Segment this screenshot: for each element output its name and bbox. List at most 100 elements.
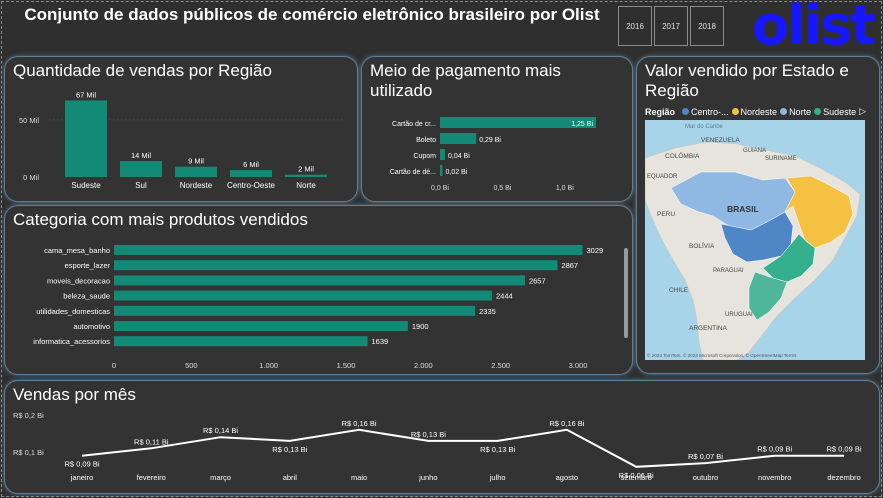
map-label-uruguai: URUGUAI: [725, 312, 753, 318]
data-label: R$ 0,13 Bi: [272, 445, 307, 454]
bar: [114, 290, 493, 301]
y-tick-label: automotivo: [73, 322, 110, 331]
x-tick-label: março: [210, 473, 231, 482]
data-label: 2335: [479, 307, 496, 316]
data-label: 3029: [586, 246, 603, 255]
data-label: 9 Mil: [188, 157, 204, 166]
map-label-colombia: COLÔMBIA: [665, 151, 700, 160]
data-label: R$ 0,13 Bi: [411, 430, 446, 439]
x-tick-label: maio: [351, 473, 367, 482]
map-label-bolivia: BOLÍVIA: [689, 241, 715, 250]
card-vendas-regiao: Quantidade de vendas por Região 0 Mil 50 …: [4, 56, 358, 202]
legend-dot-nordeste: [731, 108, 739, 115]
y-tick-label: cama_mesa_banho: [44, 246, 110, 255]
x-tick-label: 0,0 Bi: [431, 185, 449, 192]
y-tick-label: esporte_lazer: [65, 261, 111, 270]
y-tick-label: moveis_decoracao: [47, 276, 110, 285]
y-tick-label: utilidades_domesticas: [36, 307, 110, 316]
x-tick-label: 0,5 Bi: [493, 185, 511, 192]
bar: [440, 117, 596, 128]
legend-item-norte[interactable]: Norte: [789, 106, 812, 117]
chart-vendas-regiao: 0 Mil 50 Mil 67 Mil Sudeste 14 Mil Sul 9 Mil No…: [19, 90, 345, 190]
year-button-2017[interactable]: 2017: [654, 6, 688, 46]
legend-dot-norte: [780, 108, 788, 115]
y-tick-label: R$ 0,1 Bi: [13, 448, 44, 457]
bar: [440, 133, 477, 144]
dashboard-title: Conjunto de dados públicos de comércio e…: [24, 5, 600, 24]
data-label: R$ 0,06 Bi: [619, 471, 654, 480]
card-vendas-mes: Vendas por mês R$ 0,1 Bi R$ 0,2 Bi R$ 0,09…: [4, 380, 880, 494]
year-button-2016[interactable]: 2016: [618, 6, 652, 46]
data-label: 6 Mil: [243, 160, 259, 169]
chart-vendas-mes: R$ 0,1 Bi R$ 0,2 Bi R$ 0,09 Bi janeiro R$ 0,…: [13, 411, 862, 482]
card-title-meio-pagamento: Meio de pagamento mais utilizado: [370, 61, 561, 100]
data-label: 1639: [371, 337, 388, 346]
x-tick-label: janeiro: [70, 473, 94, 482]
y-tick-label: R$ 0,2 Bi: [13, 411, 44, 420]
legend-item-centro-oeste[interactable]: Centro-...: [691, 106, 729, 117]
data-label: 2867: [561, 261, 578, 270]
x-tick-label: dezembro: [827, 473, 860, 482]
year-button-2018[interactable]: 2018: [690, 6, 724, 46]
card-meio-pagamento: Meio de pagamento mais utilizado Cartão …: [361, 56, 633, 202]
data-label: 0,04 Bi: [448, 153, 470, 160]
legend-dot-centro-oeste: [682, 108, 690, 115]
x-tick-label: Centro-Oeste: [227, 181, 276, 190]
x-tick-label: outubro: [693, 473, 718, 482]
data-label: 2 Mil: [298, 165, 314, 174]
bar: [114, 245, 583, 255]
x-tick-label: Sul: [135, 181, 147, 190]
data-label: R$ 0,16 Bi: [342, 419, 377, 428]
map-south-america[interactable]: Mar do Caribe VENEZUELA COLÔMBIA GUIANA …: [645, 120, 865, 360]
scrollbar-thumb[interactable]: [624, 248, 628, 338]
x-tick-label: Norte: [296, 181, 316, 190]
x-tick-label: Sudeste: [71, 181, 101, 190]
card-title-vendas-mes: Vendas por mês: [13, 385, 136, 404]
chart-categoria-produtos: cama_mesa_banho 3029 esporte_lazer 2867 move…: [33, 245, 603, 370]
map-label-equador: EQUADOR: [647, 174, 678, 180]
card-title-mapa: Valor vendido por Estado e Região: [645, 61, 849, 100]
y-tick-label: 0 Mil: [23, 173, 39, 182]
map-label-chile: CHILE: [669, 287, 689, 294]
legend-dot-sudeste: [814, 108, 822, 115]
bar: [440, 165, 443, 176]
x-tick-label: julho: [489, 473, 506, 482]
data-label: R$ 0,09 Bi: [64, 460, 99, 469]
bar: [114, 336, 368, 347]
legend-next-arrow-icon[interactable]: ▷: [859, 106, 867, 116]
data-label: 14 Mil: [131, 151, 151, 160]
x-tick-label: abril: [283, 473, 298, 482]
x-tick-label: fevereiro: [137, 473, 166, 482]
data-label: 0,29 Bi: [479, 137, 501, 144]
bar: [114, 260, 558, 271]
bar: [65, 100, 107, 177]
x-tick-label: junho: [418, 473, 437, 482]
x-tick-label: setembro: [621, 473, 652, 482]
x-tick-label: 1.500: [337, 361, 356, 370]
data-label: R$ 0,11 Bi: [134, 437, 169, 446]
map-legend: Região Centro-... Nordeste Norte Sudeste…: [645, 106, 866, 117]
legend-item-sudeste[interactable]: Sudeste: [823, 106, 857, 117]
map-label-peru: PERU: [657, 211, 675, 218]
x-tick-label: novembro: [758, 473, 791, 482]
olist-logo: olist: [752, 0, 876, 57]
data-label: 1,25 Bi: [571, 121, 593, 128]
data-label: 67 Mil: [76, 90, 96, 99]
data-label: 2657: [529, 276, 546, 285]
bar: [285, 174, 327, 177]
y-tick-label: 50 Mil: [19, 116, 39, 125]
x-tick-label: 500: [185, 361, 198, 370]
map-attribution: © 2023 TomTom, © 2023 Microsoft Corporat…: [647, 352, 797, 358]
map-label-venezuela: VENEZUELA: [701, 137, 740, 144]
map-label-guiana: GUIANA: [743, 148, 766, 154]
card-title-categoria-produtos: Categoria com mais produtos vendidos: [13, 210, 308, 229]
legend-item-nordeste[interactable]: Nordeste: [740, 106, 778, 117]
card-title-vendas-regiao: Quantidade de vendas por Região: [13, 61, 272, 80]
map-label-argentina: ARGENTINA: [689, 325, 728, 332]
x-tick-label: 1,0 Bi: [556, 185, 574, 192]
series-line: [81, 428, 844, 468]
data-label: R$ 0,13 Bi: [480, 445, 515, 454]
data-label: 1900: [412, 322, 429, 331]
year-slicer: 2016 2017 2018: [618, 6, 726, 46]
